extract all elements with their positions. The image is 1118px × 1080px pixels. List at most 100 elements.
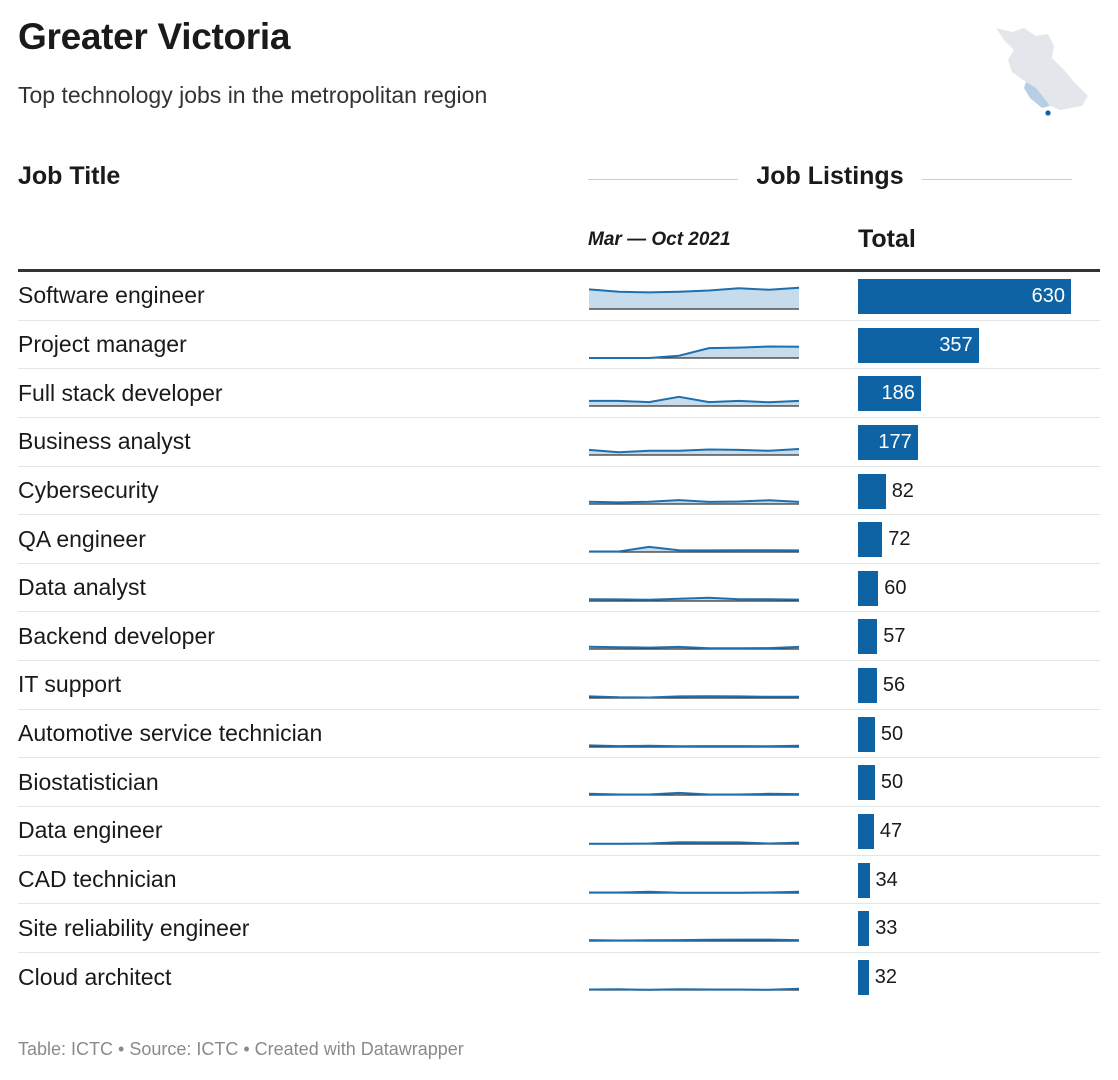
sparkline-line <box>588 744 800 748</box>
sparkline-line <box>588 447 800 454</box>
sparkline-line <box>588 286 800 294</box>
trend-sparkline <box>589 841 800 845</box>
total-bar-cell: 186 <box>858 376 1100 412</box>
total-bar-cell: 50 <box>858 716 1100 752</box>
sparkline-area <box>589 499 799 504</box>
total-value-label: 357 <box>939 333 973 356</box>
total-bar-cell: 33 <box>858 911 1100 947</box>
job-title-cell: Automotive service technician <box>18 720 323 747</box>
total-value-label: 50 <box>880 771 904 794</box>
sparkline-line <box>589 890 800 894</box>
total-bar <box>858 716 875 752</box>
total-bar <box>858 668 877 704</box>
footer-credits: Table: ICTC • Source: ICTC • Created wit… <box>18 1039 464 1059</box>
sparkline-area <box>589 397 799 407</box>
trend-sparkline <box>588 646 800 651</box>
job-title-cell: Data engineer <box>18 817 163 844</box>
total-value-label: 60 <box>884 576 907 599</box>
total-bar <box>858 862 870 898</box>
total-bar <box>858 424 918 460</box>
total-bar <box>858 814 874 850</box>
sparkline-line <box>589 841 800 845</box>
column-group-rule-right <box>922 179 1072 180</box>
total-bar <box>858 376 921 412</box>
trend-sparkline <box>589 396 800 407</box>
total-bar-cell: 57 <box>858 619 1100 655</box>
sparkline-line <box>588 646 800 650</box>
table-row: Cybersecurity 82 <box>18 467 1100 516</box>
total-bar <box>858 327 979 363</box>
total-bar-cell: 630 <box>858 279 1100 314</box>
trend-sparkline <box>588 286 800 310</box>
job-title-cell: Backend developer <box>18 622 215 649</box>
total-value-label: 50 <box>880 722 904 745</box>
sparkline-line <box>588 596 800 601</box>
locator-map-icon <box>996 28 1088 116</box>
total-bar-cell: 60 <box>858 570 1100 606</box>
total-bar-cell: 72 <box>858 522 1100 558</box>
sparkline-line <box>589 345 800 359</box>
trend-sparkline <box>589 345 800 359</box>
table-row: Cloud architect 32 <box>18 953 1100 1002</box>
total-value-label: 56 <box>882 674 906 697</box>
locator-map-point <box>1045 110 1051 116</box>
job-title-cell: Biostatistician <box>18 768 159 795</box>
total-bar-cell: 56 <box>858 668 1100 704</box>
total-bar <box>858 279 1071 314</box>
job-title-cell: Business analyst <box>18 428 191 455</box>
total-bar-cell: 32 <box>858 959 1100 995</box>
column-header-total: Total <box>858 225 916 253</box>
total-bar <box>858 911 870 947</box>
trend-sparkline <box>588 447 800 456</box>
total-value-label: 186 <box>881 382 915 405</box>
trend-sparkline <box>588 744 800 748</box>
total-bar-cell: 47 <box>858 814 1100 850</box>
sparkline-line <box>588 792 800 796</box>
total-value-label: 33 <box>875 917 898 940</box>
job-title-cell: CAD technician <box>18 866 177 892</box>
total-bar <box>858 570 879 606</box>
total-value-label: 57 <box>883 625 906 648</box>
trend-sparkline <box>588 987 800 991</box>
job-title-cell: Full stack developer <box>18 379 223 406</box>
trend-sparkline <box>588 498 800 505</box>
total-bar <box>858 959 869 995</box>
total-value-label: 177 <box>878 430 912 453</box>
trend-sparkline <box>589 546 800 553</box>
table-body: Software engineer 630 Project manager 357 Fu… <box>18 272 1100 1002</box>
job-title-cell: Cloud architect <box>18 963 172 990</box>
total-bar <box>858 522 883 558</box>
trend-sparkline <box>589 890 800 894</box>
column-group-rule-left <box>588 179 738 180</box>
sparkline-line <box>588 498 800 503</box>
total-value-label: 32 <box>874 965 898 988</box>
total-value-label: 82 <box>891 479 914 502</box>
job-title-cell: Software engineer <box>18 282 205 309</box>
sparkline-line <box>588 695 799 699</box>
total-bar-cell: 177 <box>858 424 1100 460</box>
total-bar <box>858 619 878 655</box>
table-row: Full stack developer 186 <box>18 369 1100 418</box>
total-bar-cell: 82 <box>858 473 1100 509</box>
table-row: Site reliability engineer 33 <box>18 904 1100 953</box>
table-row: IT support 56 <box>18 661 1100 710</box>
total-value-label: 72 <box>888 528 911 551</box>
total-bar <box>858 765 875 801</box>
job-title-cell: IT support <box>18 671 122 698</box>
locator-map-region <box>1024 82 1050 108</box>
column-header-trend: Mar — Oct 2021 <box>588 229 731 250</box>
sparkline-line <box>588 938 800 942</box>
table-row: Project manager 357 <box>18 321 1100 370</box>
total-bar <box>858 473 886 509</box>
table-row: Backend developer 57 <box>18 612 1100 662</box>
table-row: Biostatistician 50 <box>18 758 1100 808</box>
total-value-label: 47 <box>879 820 903 843</box>
trend-sparkline <box>588 792 800 797</box>
table-row: Automotive service technician 50 <box>18 710 1100 759</box>
column-group-label: Job Listings <box>756 162 904 190</box>
total-value-label: 34 <box>875 868 898 891</box>
trend-sparkline <box>588 938 800 942</box>
job-title-cell: Project manager <box>18 330 187 357</box>
sparkline-line <box>588 987 800 991</box>
table-row: Business analyst 177 <box>18 418 1100 467</box>
